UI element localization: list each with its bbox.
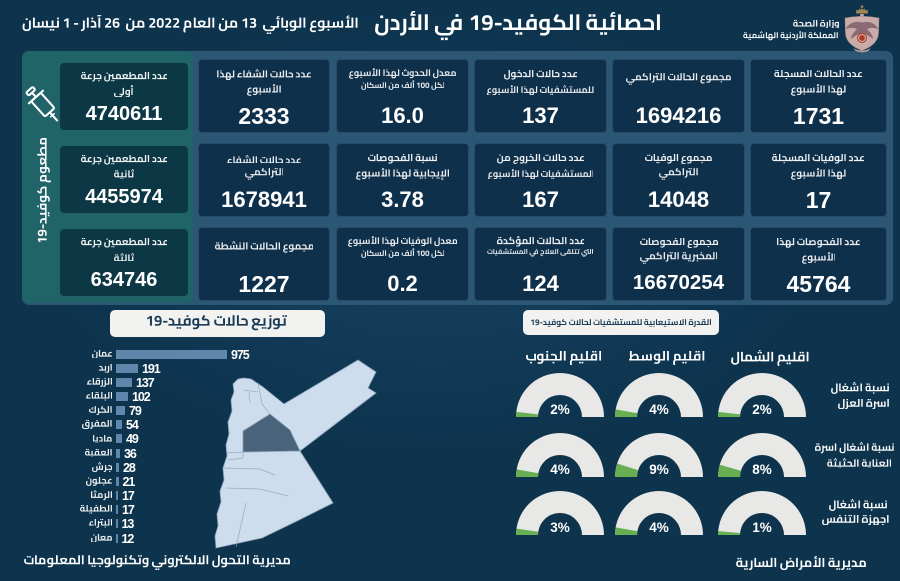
- svg-text:4%: 4%: [649, 402, 669, 417]
- svg-text:3%: 3%: [550, 520, 570, 535]
- svg-text:8%: 8%: [752, 462, 772, 477]
- svg-text:2%: 2%: [752, 402, 772, 417]
- svg-text:1%: 1%: [752, 520, 772, 535]
- svg-text:9%: 9%: [649, 462, 669, 477]
- svg-text:4%: 4%: [649, 520, 669, 535]
- svg-text:4%: 4%: [550, 462, 570, 477]
- svg-text:2%: 2%: [550, 402, 570, 417]
